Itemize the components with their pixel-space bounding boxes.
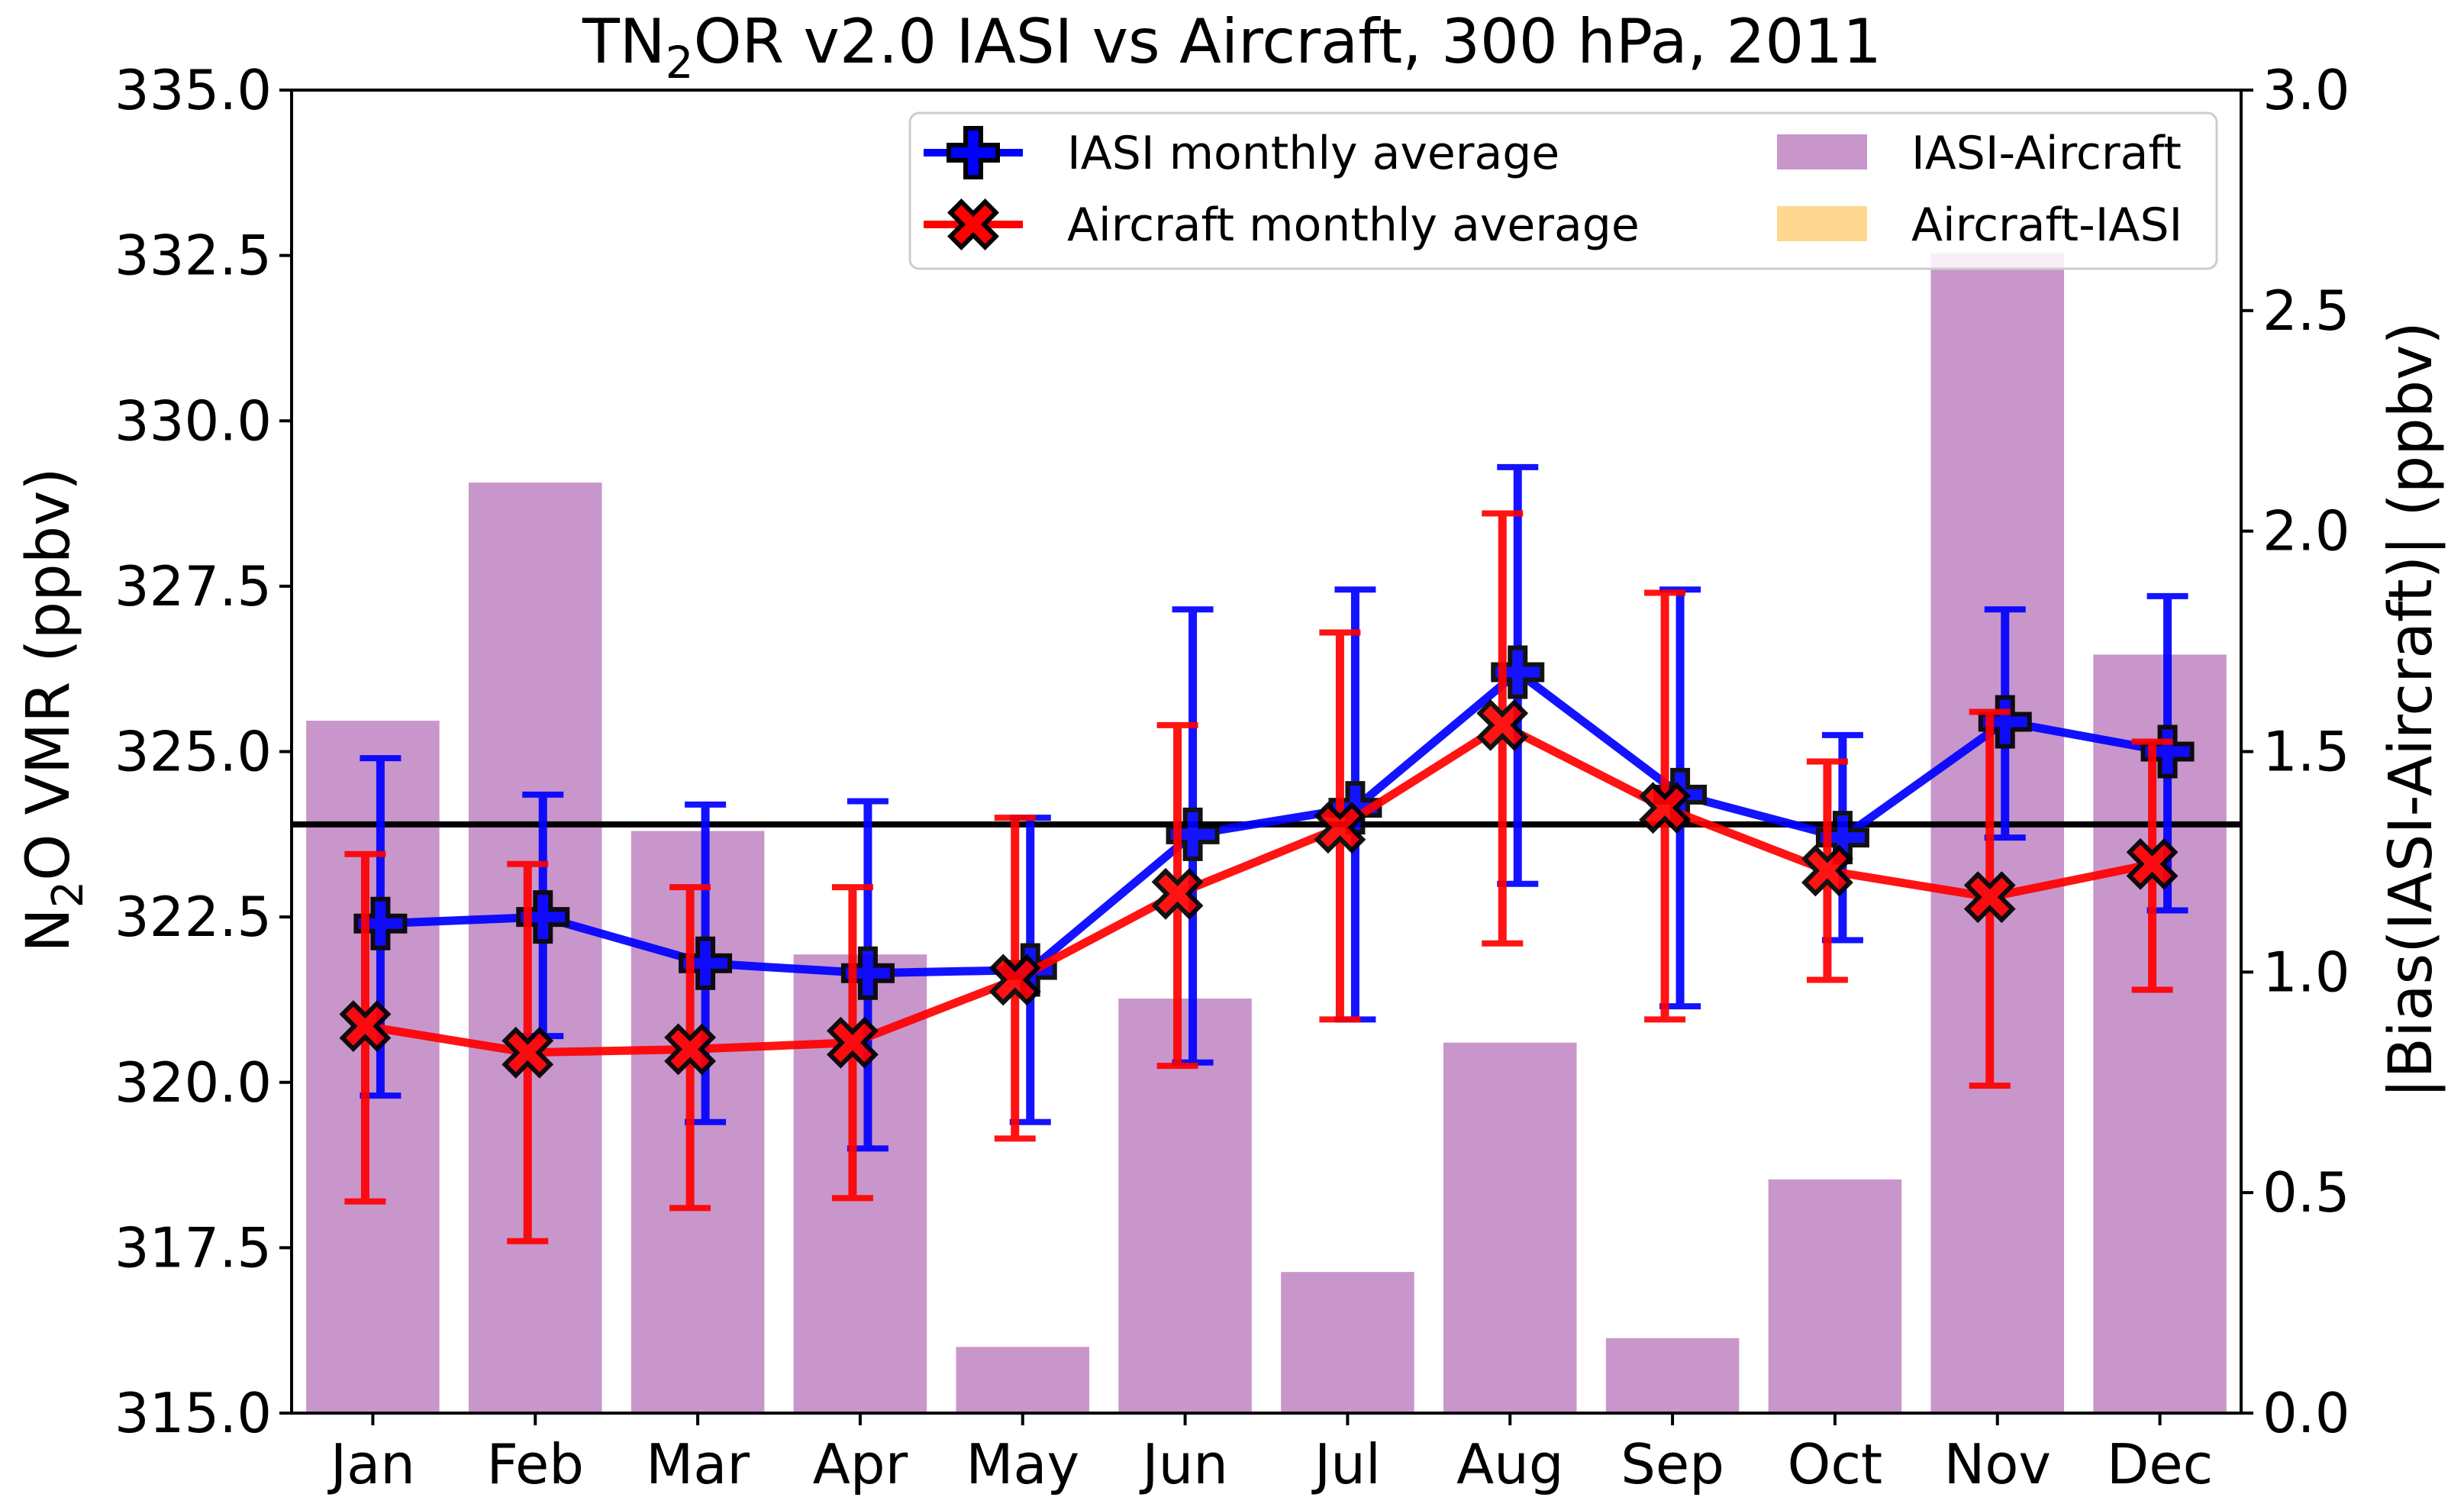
bar-iasi-aircraft-nov (1930, 253, 2065, 1413)
point-iasi-feb (516, 890, 570, 944)
x-tick-label-nov: Nov (1943, 1432, 2051, 1496)
legend-entry-iasi-aircraft-bar: IASI-Aircraft (1777, 127, 2182, 180)
bar-iasi-aircraft-feb (468, 482, 602, 1414)
point-aircraft-mar (664, 1023, 717, 1076)
point-aircraft-oct (1801, 844, 1853, 897)
y-tick-label-left: 322.5 (114, 885, 272, 949)
legend-label-iasi-aircraft: IASI-Aircraft (1911, 127, 2182, 180)
point-iasi-oct (1815, 811, 1869, 865)
point-aircraft-apr (826, 1016, 879, 1069)
bar-iasi-aircraft-jul (1281, 1272, 1414, 1413)
y-tick-label-right: 2.0 (2262, 499, 2350, 563)
point-aircraft-nov (1963, 871, 2016, 924)
y-tick-label-right: 0.5 (2262, 1160, 2350, 1225)
x-tick-label-dec: Dec (2107, 1432, 2213, 1496)
y-tick-label-left: 317.5 (114, 1215, 272, 1279)
x-tick-label-apr: Apr (813, 1432, 908, 1496)
series-iasi (353, 463, 2195, 1152)
series-aircraft (339, 510, 2179, 1244)
point-iasi-jan (353, 896, 408, 950)
bar-iasi-aircraft-dec (2093, 654, 2227, 1413)
chart-title: TN2OR v2.0 IASI vs Aircraft, 300 hPa, 20… (582, 6, 1882, 89)
legend-entry-aircraft: Aircraft monthly average (924, 198, 1640, 252)
point-iasi-jun (1166, 807, 1220, 861)
x-tick-label-aug: Aug (1456, 1432, 1564, 1496)
y-tick-label-right: 2.5 (2262, 279, 2350, 343)
legend-label-aircraft-iasi: Aircraft-IASI (1911, 198, 2182, 252)
axes-layer: 315.0 317.5 320.0 322.5 325.0 327.5 330.0 332.5… (114, 58, 2350, 1496)
line-iasi (380, 668, 2169, 978)
line-aircraft (364, 721, 2153, 1057)
x-tick-label-may: May (966, 1432, 1079, 1496)
point-aircraft-jun (1151, 867, 1204, 920)
x-tick-label-jan: Jan (327, 1432, 415, 1496)
x-tick-label-mar: Mar (646, 1432, 750, 1496)
y-tick-label-left: 335.0 (114, 58, 272, 122)
bar-iasi-aircraft-aug (1443, 1042, 1577, 1413)
y-tick-label-right: 0.0 (2262, 1381, 2350, 1445)
bar-iasi-aircraft-oct (1768, 1179, 1902, 1413)
y-tick-label-right: 1.0 (2262, 940, 2350, 1004)
point-aircraft-feb (502, 1026, 554, 1079)
legend-plus-marker (947, 126, 1000, 179)
y-tick-label-left: 332.5 (114, 224, 272, 288)
point-aircraft-aug (1476, 699, 1529, 751)
legend-x-marker (947, 198, 999, 250)
point-iasi-mar (679, 936, 733, 990)
y-tick-label-left: 325.0 (114, 720, 272, 784)
point-aircraft-may (989, 954, 1041, 1006)
y-tick-label-right: 3.0 (2262, 58, 2350, 122)
y-tick-label-left: 320.0 (114, 1050, 272, 1115)
x-tick-label-jun: Jun (1139, 1432, 1228, 1496)
bars-layer (306, 253, 2227, 1414)
legend-label-iasi: IASI monthly average (1067, 127, 1559, 180)
bar-iasi-aircraft-jan (306, 721, 440, 1413)
point-iasi-aug (1491, 645, 1545, 699)
y-tick-label-left: 327.5 (114, 554, 272, 618)
point-aircraft-jul (1314, 802, 1366, 854)
y-axis-label-left: N2O VMR (ppbv) (15, 467, 93, 952)
series-layer (339, 463, 2195, 1244)
y-tick-label-left: 330.0 (114, 389, 272, 453)
legend: IASI monthly average Aircraft monthly av… (908, 111, 2218, 270)
legend-entry-iasi: IASI monthly average (924, 126, 1559, 180)
bar-iasi-aircraft-may (956, 1347, 1090, 1413)
y-axis-label-right: |Bias(IASI-Aircraft)| (ppbv) (2377, 321, 2446, 1099)
x-tick-label-oct: Oct (1788, 1432, 1883, 1496)
point-aircraft-jan (339, 1000, 392, 1053)
y-tick-label-left: 315.0 (114, 1381, 272, 1445)
x-tick-label-sep: Sep (1621, 1432, 1724, 1496)
x-tick-label-feb: Feb (487, 1432, 584, 1496)
point-iasi-apr (840, 946, 895, 1000)
bar-iasi-aircraft-sep (1605, 1338, 1740, 1413)
point-aircraft-dec (2126, 837, 2179, 890)
x-tick-label-jul: Jul (1311, 1432, 1381, 1496)
legend-entry-aircraft-iasi-bar: Aircraft-IASI (1777, 198, 2182, 252)
legend-label-aircraft: Aircraft monthly average (1067, 198, 1640, 252)
y-tick-label-right: 1.5 (2262, 720, 2350, 784)
point-aircraft-sep (1639, 782, 1692, 834)
